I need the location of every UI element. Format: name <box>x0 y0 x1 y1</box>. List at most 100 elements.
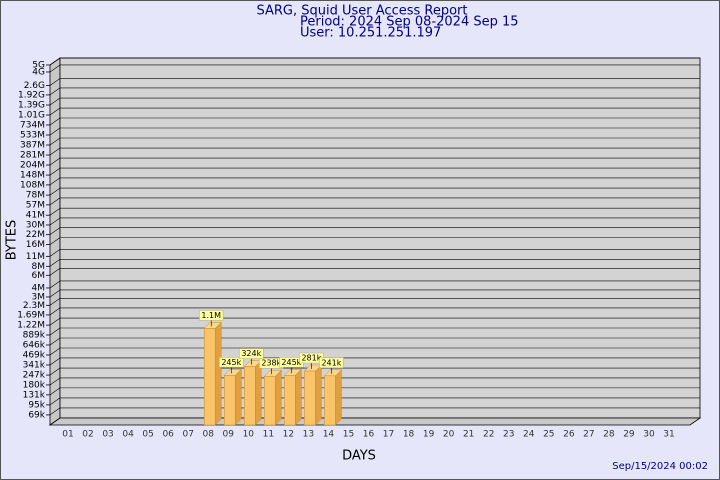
value-label: 281k <box>301 354 321 363</box>
grid-line <box>49 197 61 206</box>
grid-line <box>49 78 61 86</box>
value-label: 1.1M <box>201 311 221 320</box>
bar-side <box>335 369 342 426</box>
y-tick-label: 11M <box>26 252 45 262</box>
value-label: 238k <box>261 359 281 368</box>
bar <box>224 375 236 426</box>
grid-line <box>49 377 61 386</box>
grid-line <box>49 347 61 356</box>
grid-line <box>49 147 61 156</box>
value-label: 324k <box>241 349 261 358</box>
x-tick-label: 25 <box>543 430 554 440</box>
value-label-box <box>319 357 344 369</box>
y-axis-title: BYTES <box>5 220 20 261</box>
y-tick-label: 469k <box>23 351 46 361</box>
y-tick-label: 2.6G <box>24 81 45 91</box>
y-tick-label: 387M <box>20 141 45 151</box>
x-tick-label: 17 <box>383 430 394 440</box>
grid-line <box>49 187 61 196</box>
y-tick-label: 78M <box>26 191 45 201</box>
floor <box>48 417 702 426</box>
x-tick-label: 21 <box>463 430 474 440</box>
grid-line <box>49 397 61 406</box>
footer: Sep/15/2024 00:02 <box>612 461 708 472</box>
value-label: 241k <box>321 358 341 367</box>
y-tick-label: 95k <box>28 400 45 410</box>
grid-line <box>49 137 61 146</box>
bar <box>304 370 316 426</box>
x-tick-label: 11 <box>263 430 274 440</box>
y-tick-label: 108M <box>20 180 45 190</box>
y-tick-label: 204M <box>20 161 45 171</box>
bar-side <box>235 368 242 426</box>
bar-side <box>255 359 262 426</box>
chart-subtitle: Period: 2024 Sep 08-2024 Sep 15 <box>300 15 519 30</box>
bar <box>324 375 336 426</box>
x-tick-label: 01 <box>62 430 73 440</box>
grid-line <box>49 298 61 306</box>
grid-line <box>49 117 61 126</box>
y-tick-label: 533M <box>20 131 45 141</box>
y-tick-label: 247k <box>23 371 46 381</box>
y-tick-label: 646k <box>23 340 46 350</box>
x-tick-label: 23 <box>503 430 514 440</box>
x-tick-label: 22 <box>483 430 494 440</box>
bar-side <box>295 368 302 426</box>
grid-line <box>49 217 61 226</box>
value-label-box <box>239 348 264 359</box>
x-tick-label: 29 <box>623 430 635 440</box>
x-tick-label: 24 <box>523 430 535 440</box>
y-tick-label: 1.39G <box>18 101 45 111</box>
grid-line <box>49 237 61 245</box>
y-tick-label: 734M <box>20 120 45 130</box>
user-label: User: 10.251.251.197 <box>300 26 441 41</box>
value-label-box <box>199 310 224 321</box>
grid-line <box>49 337 61 346</box>
y-tick-label: 281M <box>20 151 45 161</box>
grid-line <box>49 207 61 216</box>
x-tick-label: 26 <box>563 430 575 440</box>
y-tick-label: 6M <box>32 271 46 281</box>
y-tick-label: 1.22M <box>17 321 45 331</box>
y-tick-label: 57M <box>26 200 45 210</box>
x-tick-label: 31 <box>663 430 674 440</box>
grid-line <box>49 64 61 73</box>
grid-line <box>49 280 61 289</box>
grid-line <box>49 327 61 336</box>
y-tick-label: 8M <box>32 262 46 272</box>
x-tick-label: 03 <box>102 430 113 440</box>
left-wall <box>49 57 61 426</box>
bar <box>284 375 296 426</box>
x-tick-label: 13 <box>303 430 314 440</box>
x-tick-label: 20 <box>443 430 455 440</box>
x-tick-label: 10 <box>243 430 255 440</box>
y-tick-label: 131k <box>23 390 46 400</box>
y-tick-label: 148M <box>20 171 45 181</box>
bar <box>264 375 276 426</box>
bar <box>244 366 256 426</box>
grid-line <box>49 127 61 136</box>
grid-line <box>49 57 61 66</box>
grid-line <box>49 227 61 235</box>
y-tick-label: 1.92G <box>18 90 45 100</box>
grid-line <box>49 177 61 186</box>
x-tick-label: 28 <box>603 430 615 440</box>
y-tick-label: 1.01G <box>18 111 45 121</box>
grid-line <box>49 249 61 257</box>
chart-title: SARG, Squid User Access Report <box>257 4 468 19</box>
y-tick-label: 2.3M <box>23 301 45 311</box>
x-tick-label: 15 <box>343 430 354 440</box>
x-tick-label: 06 <box>162 430 174 440</box>
y-tick-label: 22M <box>26 230 45 240</box>
x-tick-label: 19 <box>423 430 435 440</box>
y-tick-label: 4G <box>32 67 45 77</box>
y-tick-label: 4M <box>32 283 46 293</box>
grid-line <box>49 317 61 326</box>
value-label: 245k <box>281 358 301 367</box>
x-tick-label: 16 <box>363 430 375 440</box>
grid-line <box>49 97 61 106</box>
grid-line <box>49 268 61 276</box>
y-tick-label: 1.69M <box>17 310 45 320</box>
x-axis-title: DAYS <box>342 449 376 464</box>
